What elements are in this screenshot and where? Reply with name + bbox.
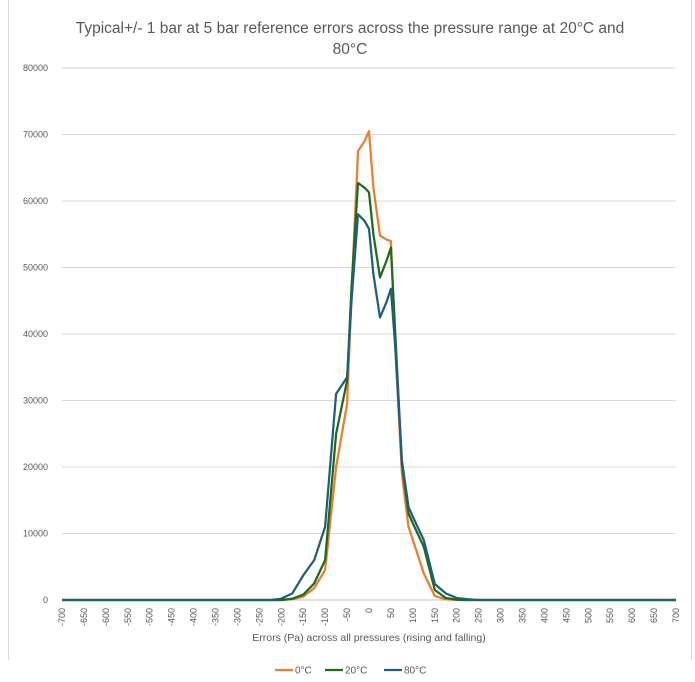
series-line-2	[62, 213, 676, 602]
x-tick-label: 400	[539, 608, 549, 623]
x-tick-label: 0	[364, 608, 374, 613]
series-line-1	[62, 181, 676, 602]
x-tick-label: -50	[342, 608, 352, 621]
x-axis-title: Errors (Pa) across all pressures (rising…	[252, 632, 485, 644]
x-tick-label: 600	[627, 608, 637, 623]
y-tick-label: 0	[43, 595, 48, 605]
y-tick-label: 70000	[23, 130, 48, 140]
x-tick-label: 550	[605, 608, 615, 623]
y-tick-label: 80000	[23, 63, 48, 73]
x-tick-label: -500	[145, 608, 155, 626]
x-tick-label: -350	[211, 608, 221, 626]
x-tick-label: -450	[167, 608, 177, 626]
x-tick-label: 500	[583, 608, 593, 623]
x-tick-label: -650	[79, 608, 89, 626]
x-tick-label: 650	[649, 608, 659, 623]
chart-title: Typical+/- 1 bar at 5 bar reference erro…	[75, 20, 625, 58]
x-tick-label: 700	[671, 608, 681, 623]
gridlines	[62, 67, 676, 601]
y-tick-label: 60000	[23, 196, 48, 206]
legend: 0°C 20°C 80°C	[275, 666, 426, 677]
x-tick-label: -300	[232, 608, 242, 626]
x-tick-label: -700	[57, 608, 67, 626]
series-lines	[62, 130, 676, 602]
x-tick-label: 50	[386, 608, 396, 618]
x-tick-label: -550	[123, 608, 133, 626]
x-axis-ticks: -700 -650 -600 -550 -500 -450 -400 -350 -300 -250…	[57, 608, 681, 626]
x-tick-label: -250	[254, 608, 264, 626]
x-tick-label: 300	[496, 608, 506, 623]
x-tick-label: 100	[408, 608, 418, 623]
y-axis-ticks: 0 10000 20000 30000 40000 50000 60000 70000 8000…	[23, 63, 48, 605]
y-tick-label: 40000	[23, 329, 48, 339]
x-tick-label: -600	[101, 608, 111, 626]
x-tick-label: -100	[320, 608, 330, 626]
legend-label: 20°C	[345, 666, 367, 677]
x-tick-label: -150	[298, 608, 308, 626]
y-tick-label: 30000	[23, 396, 48, 406]
x-tick-label: 250	[474, 608, 484, 623]
chart-frame	[8, 0, 692, 660]
legend-label: 0°C	[295, 666, 312, 677]
x-tick-label: -200	[276, 608, 286, 626]
x-tick-label: 350	[518, 608, 528, 623]
y-tick-label: 20000	[23, 462, 48, 472]
y-tick-label: 50000	[23, 263, 48, 273]
x-tick-label: -400	[189, 608, 199, 626]
x-tick-label: 200	[452, 608, 462, 623]
legend-label: 80°C	[404, 666, 426, 677]
x-tick-label: 150	[430, 608, 440, 623]
x-tick-label: 450	[561, 608, 571, 623]
y-tick-label: 10000	[23, 529, 48, 539]
